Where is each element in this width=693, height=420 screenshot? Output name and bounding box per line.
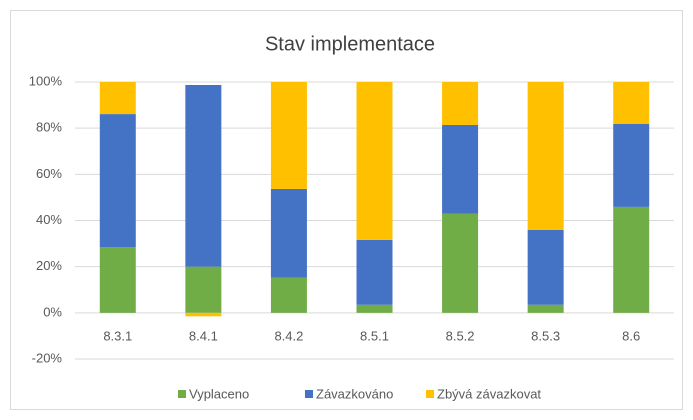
- bar-segment: [613, 82, 650, 125]
- bar-segment: [270, 188, 307, 278]
- y-tick-label: -20%: [32, 350, 63, 365]
- bar-segment: [356, 82, 393, 240]
- x-tick-label: 8.4.1: [189, 328, 218, 343]
- y-tick-label: 20%: [36, 258, 62, 273]
- x-tick-label: 8.5.1: [360, 328, 389, 343]
- legend-swatch: [178, 390, 186, 398]
- legend-label: Zbývá závazkovat: [437, 386, 541, 401]
- bar-segment: [99, 82, 136, 115]
- y-tick-label: 100%: [29, 73, 63, 88]
- bar-segment: [356, 239, 393, 305]
- legend-label: Závazkováno: [316, 386, 393, 401]
- y-tick-label: 0%: [43, 304, 62, 319]
- bar-segment: [613, 206, 650, 313]
- bar-segment: [270, 82, 307, 189]
- y-tick-label: 40%: [36, 212, 62, 227]
- chart-title: Stav implementace: [265, 33, 435, 55]
- bar-segment: [442, 82, 479, 125]
- bar-segment: [527, 229, 564, 305]
- bar-segment: [527, 304, 564, 313]
- bar-segment: [270, 277, 307, 313]
- x-tick-label: 8.4.2: [274, 328, 303, 343]
- x-tick-label: 8.5.3: [531, 328, 560, 343]
- bar-segment: [442, 213, 479, 313]
- y-tick-label: 80%: [36, 120, 62, 135]
- bar-segment: [99, 247, 136, 313]
- bar-segment: [185, 312, 222, 317]
- legend-label: Vyplaceno: [189, 386, 249, 401]
- bar-segment: [613, 124, 650, 207]
- bar-segment: [185, 85, 222, 267]
- bar-segment: [185, 266, 222, 313]
- bar-segment: [99, 114, 136, 248]
- bar-segment: [356, 304, 393, 313]
- bar-segment: [527, 82, 564, 230]
- x-tick-label: 8.6: [622, 328, 640, 343]
- y-tick-label: 60%: [36, 166, 62, 181]
- legend-swatch: [305, 390, 313, 398]
- bar-segment: [442, 124, 479, 214]
- x-tick-label: 8.3.1: [103, 328, 132, 343]
- x-tick-label: 8.5.2: [446, 328, 475, 343]
- legend-swatch: [426, 390, 434, 398]
